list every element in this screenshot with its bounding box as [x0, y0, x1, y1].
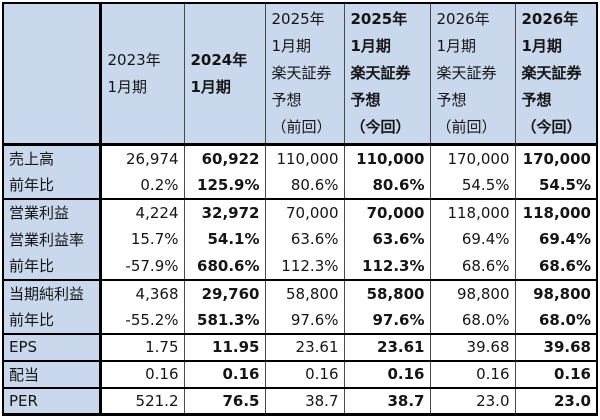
table-row: 前年比 -55.2% 581.3% 97.6% 97.6% 68.0% 68.0% [3, 306, 597, 334]
row-label: 配当 [3, 359, 102, 388]
financial-forecast-table: 2023年 1月期 2024年 1月期 2025年 1月期 楽天証券 予想 （前回）… [2, 2, 598, 416]
value-cell: 38.7 [264, 386, 344, 415]
value-cell: 70,000 [343, 197, 430, 226]
value-cell: 68.6% [514, 252, 597, 280]
value-cell: 54.5% [514, 171, 597, 199]
value-cell: 98,800 [429, 278, 515, 307]
value-cell: 98,800 [514, 278, 597, 307]
table-row: 前年比 0.2% 125.9% 80.6% 80.6% 54.5% 54.5% [3, 171, 597, 199]
value-cell: 170,000 [514, 143, 597, 172]
value-cell: 112.3% [343, 252, 430, 280]
value-cell: 581.3% [183, 306, 265, 334]
column-header: 2025年 1月期 楽天証券 予想 （前回） [264, 3, 344, 146]
value-cell: 11.95 [183, 332, 265, 361]
value-cell: 63.6% [343, 225, 430, 253]
table-row: 営業利益率 15.7% 54.1% 63.6% 63.6% 69.4% 69.4% [3, 225, 597, 253]
value-cell: -55.2% [99, 306, 184, 334]
table-row: 前年比 -57.9% 680.6% 112.3% 112.3% 68.6% 68.6% [3, 252, 597, 280]
value-cell: 39.68 [429, 332, 515, 361]
value-cell: 112.3% [264, 252, 344, 280]
table-row: 営業利益 4,224 32,972 70,000 70,000 118,000 118,00… [3, 197, 597, 226]
row-label: 前年比 [3, 171, 102, 199]
value-cell: 1.75 [99, 332, 184, 361]
value-cell: 0.16 [264, 359, 344, 388]
value-cell: 0.16 [183, 359, 265, 388]
column-header: 2026年 1月期 楽天証券 予想 （今回） [514, 3, 597, 146]
table-row: 当期純利益 4,368 29,760 58,800 58,800 98,800 98,800 [3, 278, 597, 307]
value-cell: 97.6% [264, 306, 344, 334]
row-label: PER [3, 386, 102, 415]
corner-cell [3, 3, 102, 146]
table-row: EPS 1.75 11.95 23.61 23.61 39.68 39.68 [3, 332, 597, 361]
value-cell: 60,922 [183, 143, 265, 172]
header-row: 2023年 1月期 2024年 1月期 2025年 1月期 楽天証券 予想 （前回）… [3, 3, 597, 146]
value-cell: 23.61 [343, 332, 430, 361]
table-row: 売上高 26,974 60,922 110,000 110,000 170,000 170,… [3, 143, 597, 172]
value-cell: 58,800 [343, 278, 430, 307]
value-cell: 118,000 [514, 197, 597, 226]
value-cell: 521.2 [99, 386, 184, 415]
value-cell: 23.0 [429, 386, 515, 415]
value-cell: 80.6% [343, 171, 430, 199]
row-label: 営業利益率 [3, 225, 102, 253]
value-cell: -57.9% [99, 252, 184, 280]
value-cell: 70,000 [264, 197, 344, 226]
column-header: 2026年 1月期 楽天証券 予想 （前回） [429, 3, 515, 146]
value-cell: 118,000 [429, 197, 515, 226]
value-cell: 69.4% [514, 225, 597, 253]
value-cell: 0.16 [514, 359, 597, 388]
value-cell: 110,000 [343, 143, 430, 172]
value-cell: 125.9% [183, 171, 265, 199]
value-cell: 29,760 [183, 278, 265, 307]
value-cell: 97.6% [343, 306, 430, 334]
row-label: 前年比 [3, 252, 102, 280]
value-cell: 110,000 [264, 143, 344, 172]
column-header: 2024年 1月期 [183, 3, 265, 146]
row-label: EPS [3, 332, 102, 361]
value-cell: 0.2% [99, 171, 184, 199]
value-cell: 38.7 [343, 386, 430, 415]
table-body: 売上高 26,974 60,922 110,000 110,000 170,000 170,… [3, 143, 597, 415]
row-label: 前年比 [3, 306, 102, 334]
financial-forecast-table-wrap: 2023年 1月期 2024年 1月期 2025年 1月期 楽天証券 予想 （前回）… [2, 2, 598, 416]
value-cell: 80.6% [264, 171, 344, 199]
value-cell: 68.0% [429, 306, 515, 334]
row-label: 当期純利益 [3, 278, 102, 307]
value-cell: 26,974 [99, 143, 184, 172]
value-cell: 32,972 [183, 197, 265, 226]
value-cell: 4,368 [99, 278, 184, 307]
value-cell: 54.5% [429, 171, 515, 199]
value-cell: 15.7% [99, 225, 184, 253]
value-cell: 0.16 [99, 359, 184, 388]
value-cell: 63.6% [264, 225, 344, 253]
value-cell: 0.16 [429, 359, 515, 388]
value-cell: 39.68 [514, 332, 597, 361]
value-cell: 69.4% [429, 225, 515, 253]
value-cell: 680.6% [183, 252, 265, 280]
value-cell: 0.16 [343, 359, 430, 388]
value-cell: 76.5 [183, 386, 265, 415]
value-cell: 4,224 [99, 197, 184, 226]
value-cell: 68.0% [514, 306, 597, 334]
column-header: 2023年 1月期 [99, 3, 184, 146]
row-label: 売上高 [3, 143, 102, 172]
column-header: 2025年 1月期 楽天証券 予想 （今回） [343, 3, 430, 146]
table-row: PER 521.2 76.5 38.7 38.7 23.0 23.0 [3, 386, 597, 415]
value-cell: 58,800 [264, 278, 344, 307]
value-cell: 170,000 [429, 143, 515, 172]
value-cell: 54.1% [183, 225, 265, 253]
value-cell: 23.61 [264, 332, 344, 361]
table-row: 配当 0.16 0.16 0.16 0.16 0.16 0.16 [3, 359, 597, 388]
value-cell: 23.0 [514, 386, 597, 415]
row-label: 営業利益 [3, 197, 102, 226]
value-cell: 68.6% [429, 252, 515, 280]
